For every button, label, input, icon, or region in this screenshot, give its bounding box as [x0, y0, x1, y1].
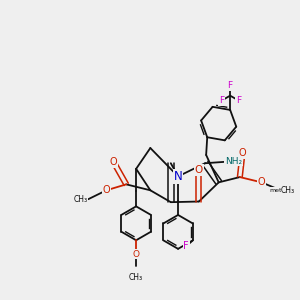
- Text: O: O: [239, 148, 246, 158]
- Text: F: F: [183, 241, 189, 251]
- Text: N: N: [174, 170, 182, 183]
- Text: O: O: [258, 177, 266, 188]
- Text: NH₂: NH₂: [225, 157, 242, 166]
- Text: CH₃: CH₃: [129, 273, 143, 282]
- Text: O: O: [195, 165, 203, 175]
- Text: O: O: [133, 250, 140, 259]
- Text: O: O: [110, 157, 118, 167]
- Text: F: F: [228, 81, 233, 90]
- Text: F: F: [236, 96, 241, 105]
- Text: methyl: methyl: [269, 188, 291, 193]
- Text: CH₃: CH₃: [74, 195, 88, 204]
- Text: O: O: [103, 185, 110, 195]
- Text: CH₃: CH₃: [281, 186, 295, 195]
- Text: F: F: [219, 96, 224, 105]
